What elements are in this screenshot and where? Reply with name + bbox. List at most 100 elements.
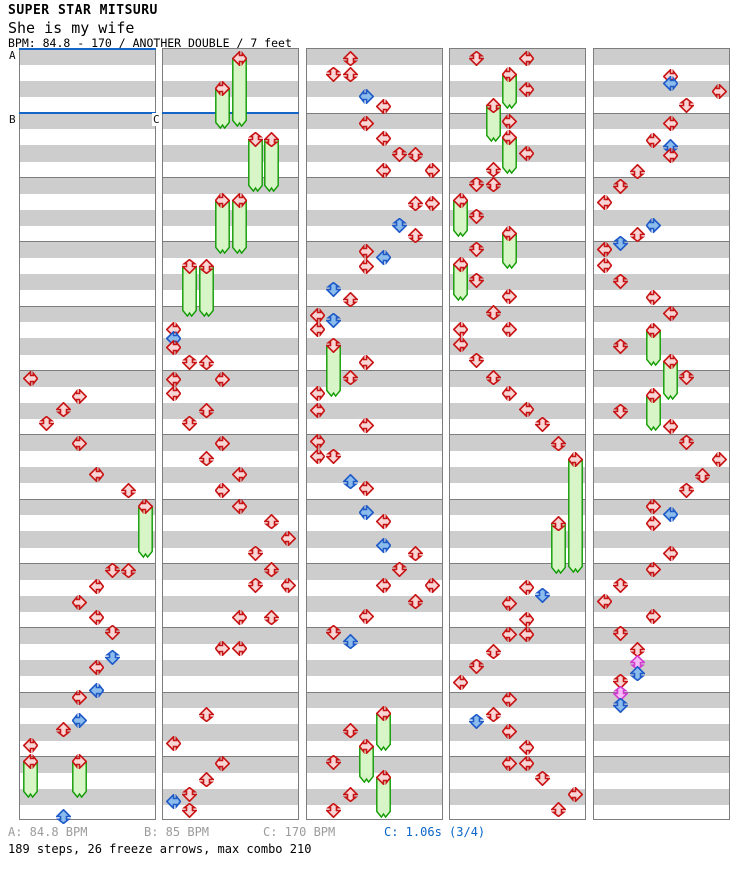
note-arrow-left-icon — [309, 306, 326, 325]
step-note-down — [325, 337, 343, 354]
note-arrow-left-icon — [662, 505, 679, 524]
step-note-left — [518, 80, 535, 99]
step-note-down — [612, 338, 630, 355]
note-arrow-up-icon — [341, 633, 359, 650]
note-arrow-right-icon — [358, 353, 375, 372]
artist-name: SUPER STAR MITSURU — [8, 3, 158, 18]
note-arrow-right-icon — [501, 754, 518, 773]
note-arrow-down-icon — [181, 786, 199, 803]
measure-line — [163, 241, 298, 243]
step-note-right — [358, 479, 375, 498]
step-note-down — [468, 352, 486, 369]
measure-line — [594, 756, 729, 758]
step-note-down — [325, 624, 343, 641]
note-arrow-right-icon — [71, 387, 88, 406]
note-arrow-up-icon — [341, 66, 359, 83]
note-arrow-left-icon — [165, 792, 182, 811]
note-arrow-right-icon — [645, 560, 662, 579]
step-note-right — [214, 639, 231, 658]
measure-line — [307, 305, 442, 307]
note-arrow-right-icon — [501, 65, 518, 84]
note-arrow-left-icon — [375, 512, 392, 531]
step-note-up — [54, 721, 72, 738]
step-note-right — [358, 114, 375, 133]
step-note-right — [501, 287, 518, 306]
beat-band — [307, 81, 442, 98]
note-arrow-right-icon — [501, 320, 518, 339]
note-arrow-right-icon — [645, 607, 662, 626]
beat-band — [20, 467, 155, 484]
measure-line — [307, 241, 442, 243]
step-note-right — [645, 386, 662, 405]
measure-line — [594, 112, 729, 114]
step-note-up — [341, 50, 359, 67]
beat-band — [450, 370, 585, 387]
step-note-left — [375, 512, 392, 531]
chart-summary: 189 steps, 26 freeze arrows, max combo 2… — [8, 842, 312, 856]
step-note-down — [468, 241, 486, 258]
note-arrow-up-icon — [197, 706, 215, 723]
freeze-arrow-tail — [326, 344, 342, 398]
step-note-down — [246, 131, 265, 148]
beat-band — [594, 338, 729, 355]
measure-line — [450, 177, 585, 179]
note-arrow-left-icon — [309, 432, 326, 451]
beat-band — [163, 370, 298, 387]
beat-band — [163, 209, 298, 226]
step-note-left — [231, 191, 248, 210]
note-arrow-up-icon — [341, 291, 359, 308]
note-arrow-left-icon — [452, 191, 469, 210]
note-arrow-left-icon — [165, 384, 182, 403]
step-note-up — [484, 643, 502, 660]
freeze-tail-icon — [375, 712, 391, 752]
beat-band — [594, 145, 729, 162]
beat-band — [594, 402, 729, 419]
beat-band — [307, 145, 442, 162]
step-note-right — [358, 737, 375, 756]
beat-band — [307, 113, 442, 130]
step-note-down — [612, 673, 630, 690]
beat-band — [594, 434, 729, 452]
freeze-arrow-tail — [248, 138, 263, 193]
step-note-right — [214, 191, 231, 210]
note-arrow-right-icon — [358, 607, 375, 626]
note-arrow-down-icon — [325, 754, 343, 771]
note-arrow-up-icon — [407, 195, 425, 212]
freeze-tail-icon — [502, 136, 518, 175]
note-arrow-up-icon — [54, 721, 72, 738]
step-note-down — [103, 624, 122, 641]
note-arrow-down-icon — [390, 217, 409, 234]
beat-band — [163, 434, 298, 452]
step-note-right — [501, 65, 518, 84]
note-arrow-left-icon — [88, 658, 105, 677]
note-arrow-right-icon — [501, 594, 518, 613]
step-note-left — [452, 255, 469, 274]
measure-line — [450, 370, 585, 372]
beat-band — [594, 49, 729, 66]
note-arrow-left-icon — [88, 608, 105, 627]
step-note-right — [501, 722, 518, 741]
note-arrow-down-icon — [181, 802, 199, 819]
beat-band — [307, 177, 442, 194]
note-arrow-left-icon — [22, 752, 39, 771]
step-note-left — [518, 754, 535, 773]
note-arrow-right-icon — [501, 384, 518, 403]
song-title: She is my wife — [8, 19, 135, 37]
note-arrow-left-icon — [22, 369, 39, 388]
beat-band — [450, 756, 585, 773]
step-note-up — [484, 161, 502, 178]
freeze-arrow-tail — [137, 505, 153, 559]
freeze-arrow-tail — [662, 360, 678, 401]
note-arrow-right-icon — [71, 688, 88, 707]
step-note-left — [518, 144, 535, 163]
step-note-right — [501, 128, 518, 147]
note-arrow-right-icon — [214, 754, 231, 773]
step-note-down — [468, 658, 486, 675]
step-note-up — [407, 195, 425, 212]
step-note-left — [662, 417, 679, 436]
step-note-right — [501, 384, 518, 403]
step-note-left — [231, 465, 248, 484]
step-note-left — [375, 704, 392, 723]
freeze-arrow-tail — [375, 712, 391, 752]
step-note-right — [214, 79, 231, 98]
